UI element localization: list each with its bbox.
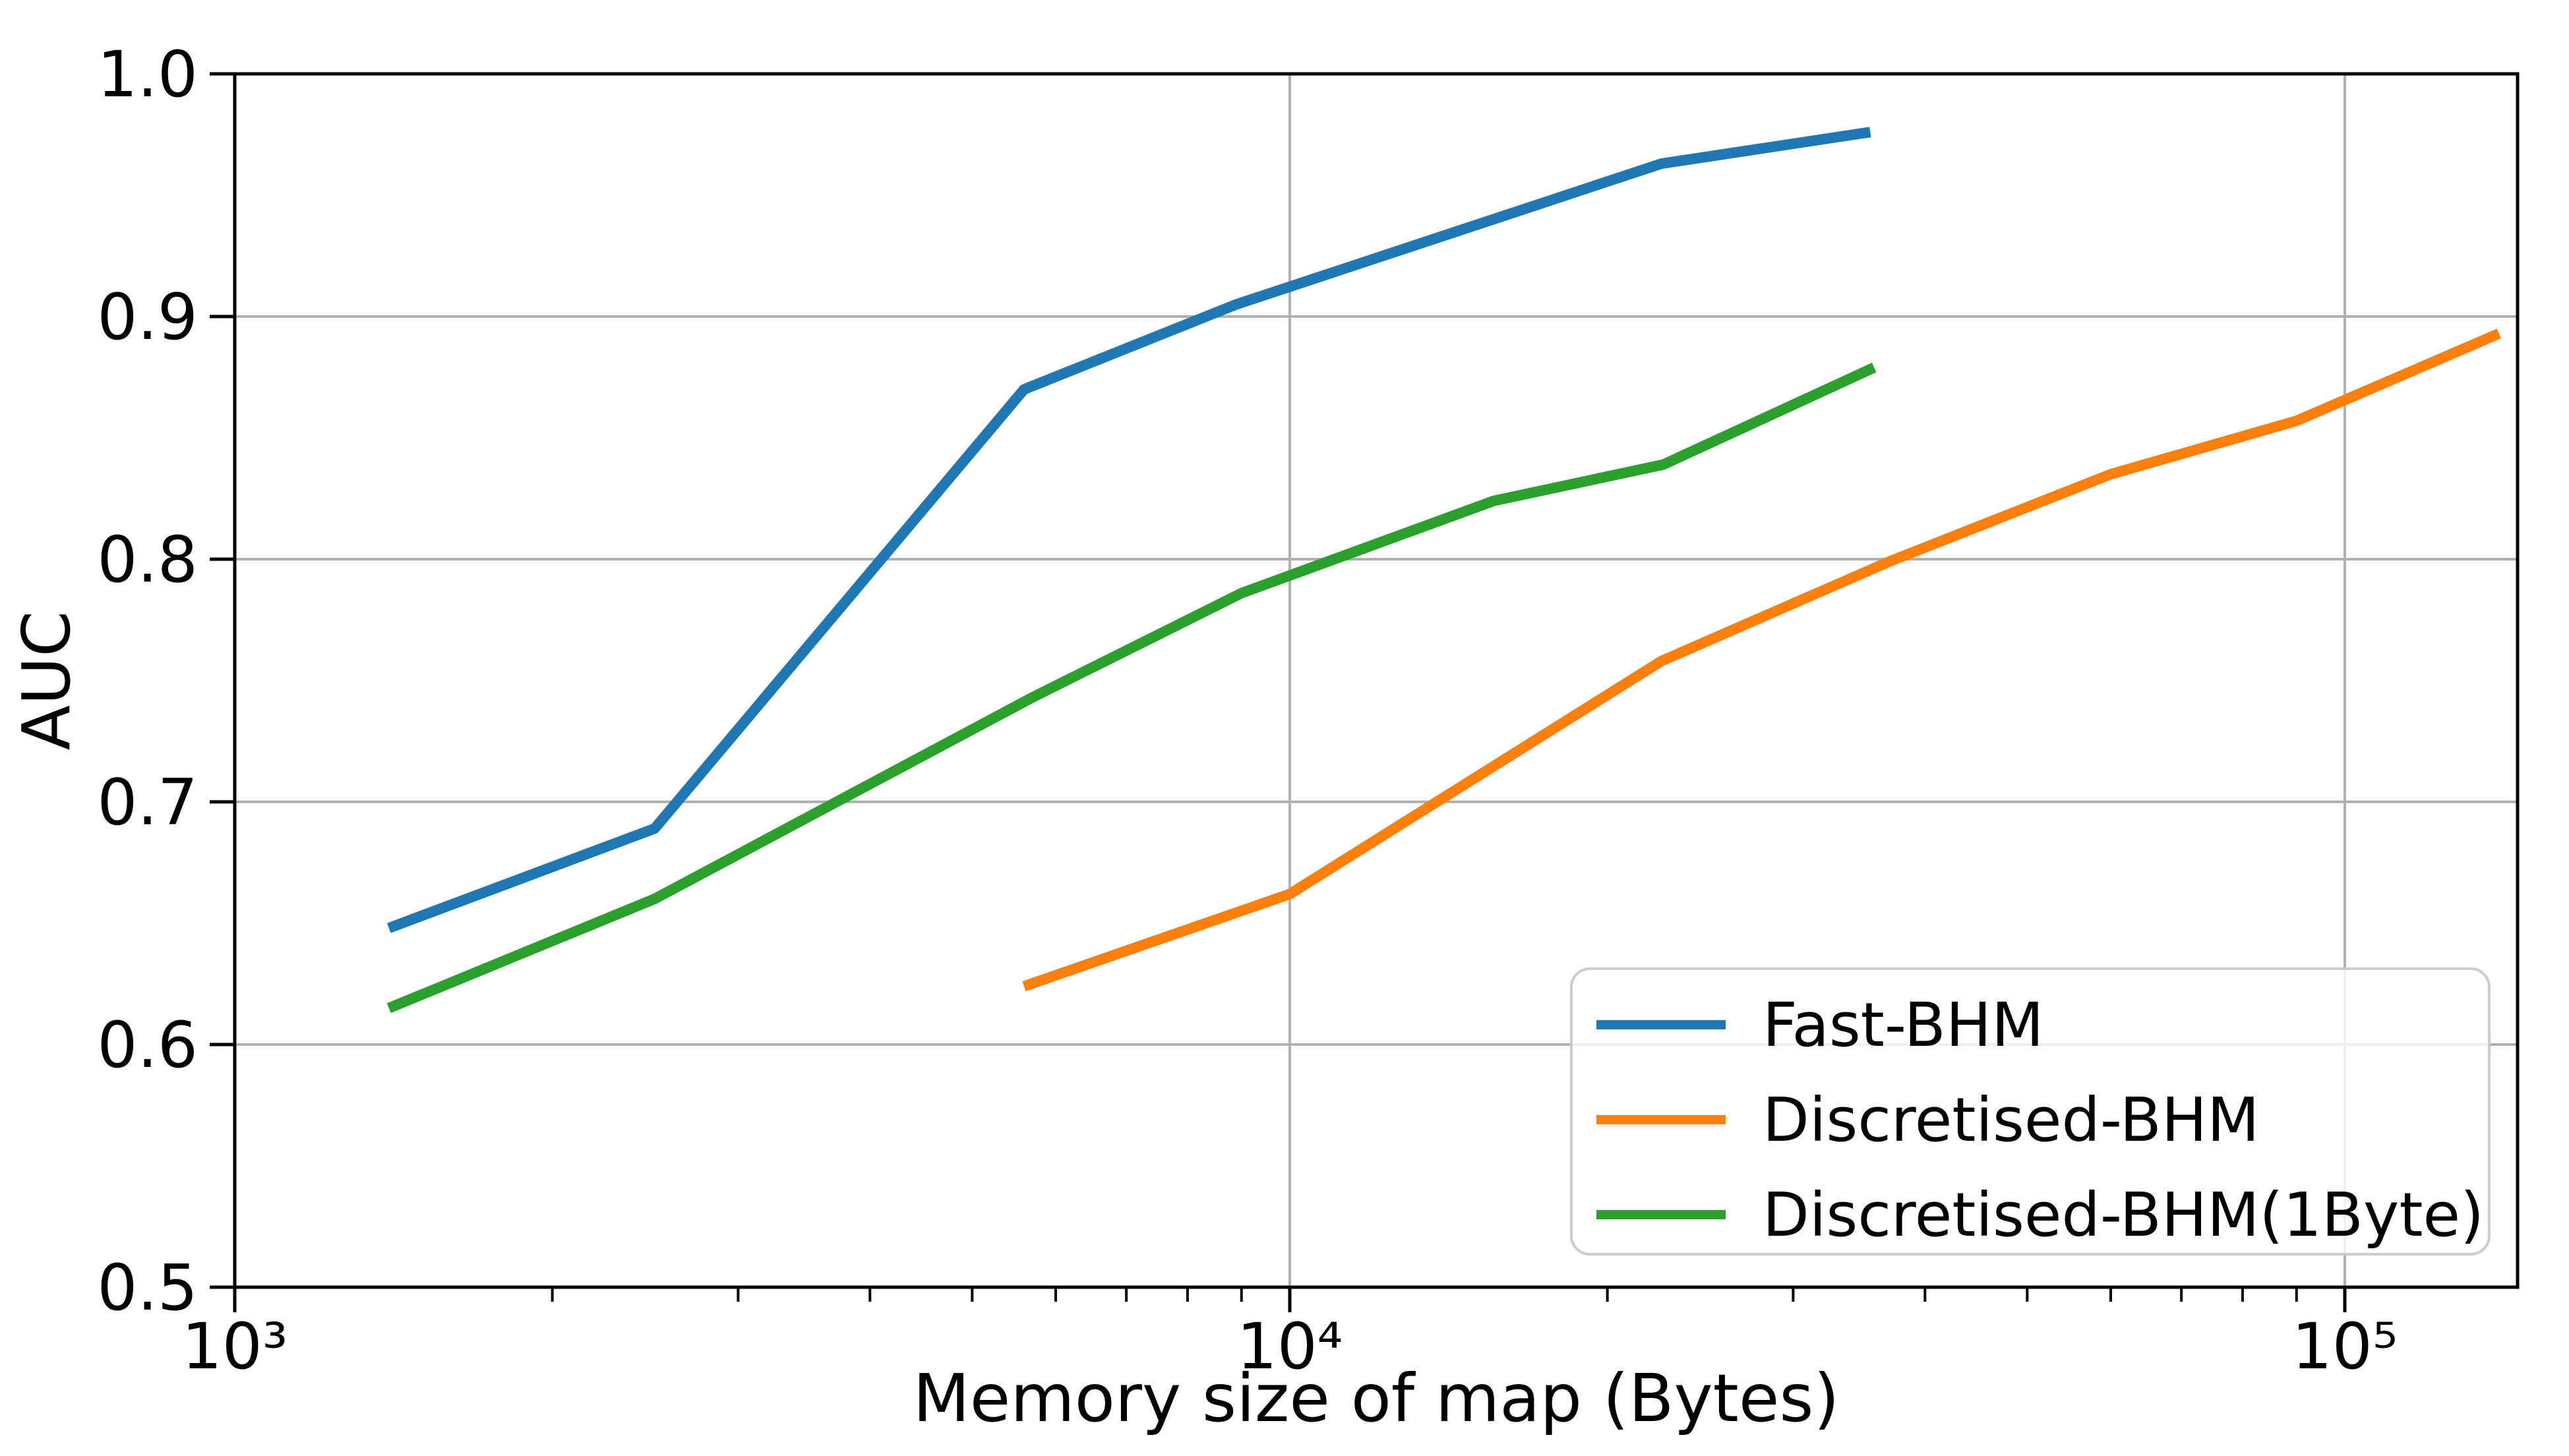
legend-label-fast-bhm: Fast-BHM: [1763, 990, 2043, 1060]
y-tick-label: 0.6: [97, 1008, 198, 1082]
x-axis-label: Memory size of map (Bytes): [913, 1360, 1840, 1437]
y-tick-label: 0.7: [97, 766, 198, 839]
y-tick-label: 0.5: [97, 1251, 198, 1325]
legend-label-discretised-bhm: Discretised-BHM: [1763, 1085, 2259, 1155]
series-line-discretised-bhm-1byte: [386, 363, 1877, 1014]
y-axis-label: AUC: [8, 611, 85, 750]
data-series: [386, 127, 2501, 1014]
tick-labels: 10³ 10⁴ 10⁵ 0.5 0.6 0.7 0.8 0.9 1.0: [97, 38, 2398, 1383]
series-line-discretised-bhm: [1022, 328, 2501, 992]
x-tick-label: 10³: [182, 1310, 288, 1383]
series-line-fast-bhm: [386, 127, 1871, 933]
y-tick-label: 1.0: [97, 38, 198, 111]
legend-label-discretised-bhm-1byte: Discretised-BHM(1Byte): [1763, 1180, 2484, 1250]
grid-lines: [235, 74, 2518, 1287]
axis-ticks: [210, 72, 2347, 1312]
x-tick-label: 10⁴: [1237, 1310, 1343, 1383]
y-tick-label: 0.8: [97, 523, 198, 597]
legend-box: [1570, 967, 2491, 1256]
axes-box: [233, 72, 2520, 1289]
x-tick-label: 10⁵: [2292, 1310, 2398, 1383]
legend: Fast-BHM Discretised-BHM Discretised-BHM(1…: [1570, 967, 2491, 1256]
y-tick-label: 0.9: [97, 280, 198, 354]
